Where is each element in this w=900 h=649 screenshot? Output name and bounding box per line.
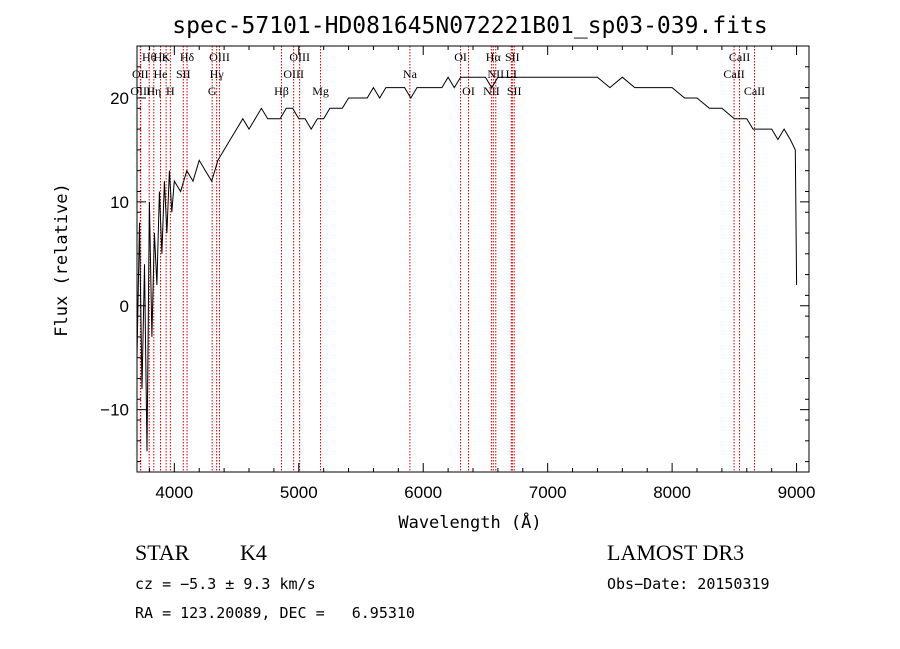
x-axis-label: Wavelength (Å) bbox=[398, 511, 541, 533]
spectral-line-label: OIII bbox=[283, 67, 304, 81]
spectral-line-label: Hε bbox=[154, 50, 168, 64]
x-axis-ticks: 4000 5000 6000 7000 8000 9000 bbox=[148, 46, 816, 502]
spectral-line-label: Hθ bbox=[142, 50, 157, 64]
plot-frame bbox=[136, 45, 810, 473]
spectral-line-label: OIII bbox=[209, 50, 230, 64]
spectral-line-label: CaII bbox=[723, 67, 744, 81]
spectral-line-label: Hδ bbox=[180, 50, 195, 64]
spectral-line-label: K bbox=[162, 50, 171, 64]
spectral-line-label: Hα bbox=[486, 50, 502, 64]
survey-name: LAMOST DR3 bbox=[607, 540, 745, 565]
y-tick-label: 10 bbox=[110, 193, 129, 212]
spectral-line-label: OI bbox=[454, 50, 467, 64]
object-subclass: K4 bbox=[240, 540, 267, 565]
spectral-line-label: OIII bbox=[289, 50, 310, 64]
spectral-line-label: H bbox=[166, 84, 175, 98]
x-tick-label: 5000 bbox=[280, 483, 318, 502]
spectral-line-markers bbox=[139, 46, 755, 472]
x-tick-label: 7000 bbox=[529, 483, 567, 502]
spectral-line-label: Hγ bbox=[210, 67, 225, 81]
x-tick-label: 8000 bbox=[653, 483, 691, 502]
spectral-line-label: He bbox=[154, 67, 168, 81]
spectral-line-label: SII bbox=[507, 84, 522, 98]
spectral-line-label: NII bbox=[487, 67, 504, 81]
x-tick-label: 6000 bbox=[404, 483, 442, 502]
spectral-line-label: SII bbox=[176, 67, 191, 81]
redshift-cz: cz = −5.3 ± 9.3 km/s bbox=[135, 575, 316, 593]
spectral-line-label: OI bbox=[462, 84, 475, 98]
spectrum-series-flux bbox=[136, 76, 798, 452]
x-tick-label: 9000 bbox=[778, 483, 816, 502]
spectral-line-label: CaII bbox=[744, 84, 765, 98]
object-class: STAR bbox=[135, 540, 190, 565]
spectral-line-label: Na bbox=[403, 67, 418, 81]
y-tick-label: 20 bbox=[110, 89, 129, 108]
x-tick-label: 4000 bbox=[155, 483, 193, 502]
spectral-line-label: SII bbox=[505, 50, 520, 64]
spectral-line-label: Hβ bbox=[274, 84, 289, 98]
y-tick-label: −10 bbox=[100, 401, 129, 420]
spectral-line-label: G bbox=[208, 84, 217, 98]
spectral-line-label: OII bbox=[132, 67, 149, 81]
y-axis-label: Flux (relative) bbox=[52, 183, 72, 337]
y-axis-ticks: −10 0 10 20 bbox=[100, 45, 809, 463]
spectral-line-label: NII bbox=[483, 84, 500, 98]
spectral-line-label: Hη bbox=[146, 84, 161, 98]
observation-date: Obs−Date: 20150319 bbox=[607, 575, 770, 593]
spectral-line-label: Mg bbox=[312, 84, 329, 98]
spectral-line-label: LI bbox=[506, 67, 517, 81]
y-tick-label: 0 bbox=[120, 297, 129, 316]
spectral-line-label: OIII bbox=[130, 84, 151, 98]
spectral-line-labels: Hθ OII OIII HεK He SII Hη H Hδ OIII Hγ G OIII OIII Hβ M… bbox=[130, 50, 765, 98]
chart-title: spec-57101-HD081645N072221B01_sp03-039.f… bbox=[172, 13, 767, 39]
coordinates: RA = 123.20089, DEC = 6.95310 bbox=[135, 604, 415, 622]
spectral-line-label: CaII bbox=[729, 50, 750, 64]
